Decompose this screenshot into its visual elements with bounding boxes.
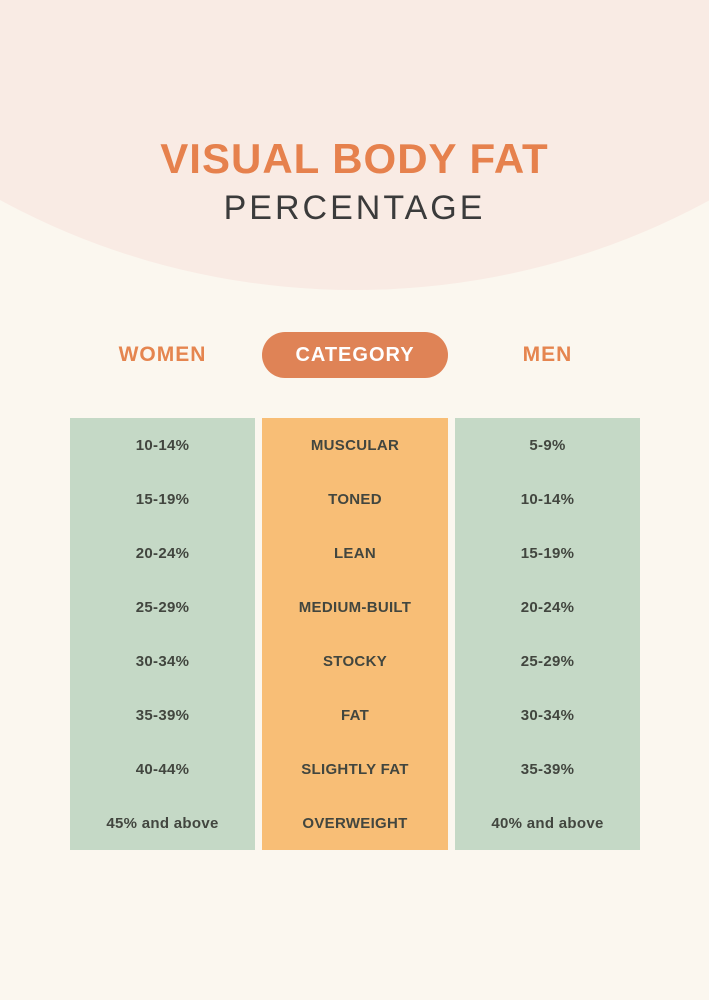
- header-cell-women: WOMEN: [70, 332, 255, 378]
- table-cell-women: 10-14%: [135, 436, 190, 454]
- table-cell-category: TONED: [328, 490, 382, 508]
- title-block: VISUAL BODY FAT PERCENTAGE: [0, 135, 709, 228]
- top-arc-decoration: [0, 0, 709, 290]
- table-cell-category: STOCKY: [322, 652, 388, 670]
- table-cell-men: 40% and above: [491, 814, 604, 832]
- category-pill: CATEGORY: [262, 332, 448, 378]
- table-cell-women: 45% and above: [106, 814, 219, 832]
- body-fat-table: 10-14% 15-19% 20-24% 25-29% 30-34% 35-39% 40-4…: [70, 418, 640, 850]
- column-men: 5-9% 10-14% 15-19% 20-24% 25-29% 30-34% 35-39%…: [455, 418, 640, 850]
- header-cell-category: CATEGORY: [262, 332, 448, 378]
- table-cell-men: 25-29%: [520, 652, 575, 670]
- table-cell-men: 35-39%: [520, 760, 575, 778]
- table-cell-women: 30-34%: [135, 652, 190, 670]
- table-cell-category: SLIGHTLY FAT: [301, 760, 409, 778]
- column-header-men: MEN: [522, 343, 573, 366]
- column-category: MUSCULAR TONED LEAN MEDIUM-BUILT STOCKY FAT SL…: [262, 418, 448, 850]
- table-cell-category: FAT: [340, 706, 370, 724]
- column-header-women: WOMEN: [118, 343, 207, 366]
- table-cell-women: 25-29%: [135, 598, 190, 616]
- column-women: 10-14% 15-19% 20-24% 25-29% 30-34% 35-39% 40-4…: [70, 418, 255, 850]
- table-cell-women: 15-19%: [135, 490, 190, 508]
- table-cell-men: 15-19%: [520, 544, 575, 562]
- table-cell-category: MEDIUM-BUILT: [298, 598, 412, 616]
- header-cell-men: MEN: [455, 332, 640, 378]
- table-cell-men: 5-9%: [529, 436, 566, 454]
- table-cell-women: 20-24%: [135, 544, 190, 562]
- table-cell-category: OVERWEIGHT: [302, 814, 408, 832]
- table-cell-men: 30-34%: [520, 706, 575, 724]
- page-subtitle: PERCENTAGE: [223, 189, 486, 228]
- column-headers: WOMEN CATEGORY MEN: [70, 332, 640, 378]
- table-cell-category: MUSCULAR: [310, 436, 400, 454]
- table-cell-women: 35-39%: [135, 706, 190, 724]
- page-title: VISUAL BODY FAT: [160, 135, 549, 182]
- table-cell-category: LEAN: [333, 544, 377, 562]
- table-cell-men: 20-24%: [520, 598, 575, 616]
- table-cell-men: 10-14%: [520, 490, 575, 508]
- table-cell-women: 40-44%: [135, 760, 190, 778]
